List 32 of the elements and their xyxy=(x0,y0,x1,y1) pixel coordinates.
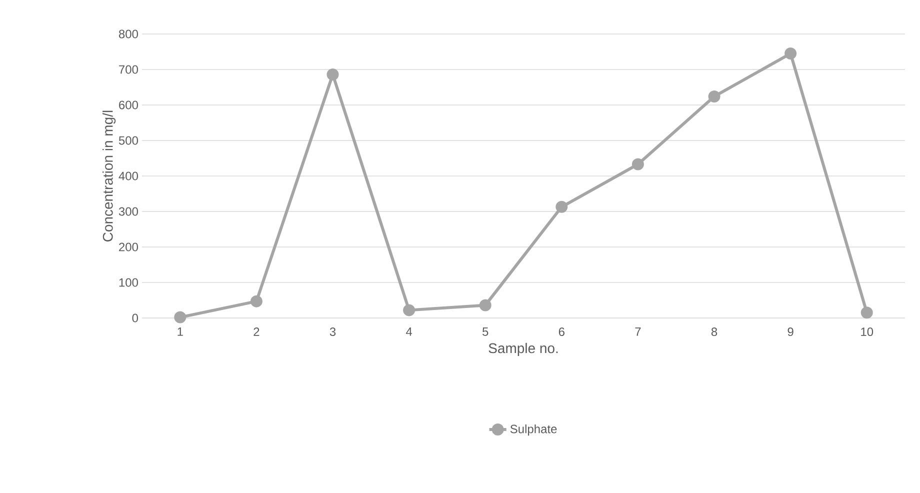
x-tick-label: 7 xyxy=(635,328,641,336)
point xyxy=(860,306,873,319)
point xyxy=(708,90,720,102)
point xyxy=(784,48,797,60)
point xyxy=(174,311,186,324)
y-tick-label: 0 xyxy=(132,314,138,322)
y-tick-label: 400 xyxy=(118,172,138,180)
y-tick-label: 100 xyxy=(119,278,138,287)
point xyxy=(632,158,644,170)
y-tick-label: 500 xyxy=(118,136,138,145)
y-tick-label: 300 xyxy=(118,207,138,216)
y-tick-label: 700 xyxy=(119,65,138,74)
x-axis-title: Sample no. xyxy=(488,342,558,356)
x-tick-label: 9 xyxy=(788,328,794,336)
x-tick-label: 6 xyxy=(558,328,564,336)
point xyxy=(326,68,339,80)
point xyxy=(556,200,568,213)
y-tick-label: 800 xyxy=(118,30,138,38)
x-tick-label: 1 xyxy=(178,328,183,336)
point xyxy=(479,299,492,312)
x-tick-label: 8 xyxy=(711,328,718,336)
point xyxy=(250,295,262,308)
legend-label: Sulphate xyxy=(510,424,557,436)
x-tick-label: 10 xyxy=(861,328,874,336)
y-axis-title: Concentration in mg/l xyxy=(102,110,116,242)
x-tick-label: 2 xyxy=(254,328,260,336)
x-tick-label: 5 xyxy=(482,328,488,336)
point xyxy=(403,304,416,316)
x-tick-label: 4 xyxy=(406,328,412,336)
x-tick-label: 3 xyxy=(330,328,336,336)
y-tick-label: 600 xyxy=(119,100,138,110)
y-tick-label: 200 xyxy=(119,242,138,252)
